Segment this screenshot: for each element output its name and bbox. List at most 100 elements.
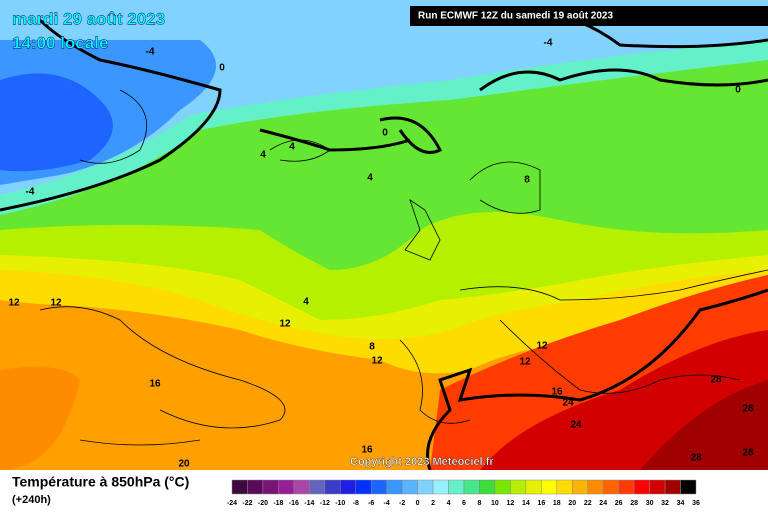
colorbar-label: 32 xyxy=(661,500,669,507)
color-swatch xyxy=(525,479,542,495)
colorbar-label: -8 xyxy=(353,500,359,507)
contour-label: 8 xyxy=(524,175,530,186)
contour-label: 16 xyxy=(149,379,161,390)
colorbar-label: 16 xyxy=(537,500,545,507)
colorbar-label: 30 xyxy=(646,500,654,507)
contour-label: 20 xyxy=(178,459,190,470)
colorbar: -24 -22 -20 -18 -16 -14 -12 -10 -8 -6 -4 -2 0 2 4 6 8 10 1… xyxy=(227,479,700,507)
color-swatch xyxy=(231,479,248,495)
color-swatch xyxy=(618,479,635,495)
color-swatch xyxy=(541,479,558,495)
contour-label: 4 xyxy=(367,173,373,184)
colorbar-label: 22 xyxy=(584,500,592,507)
color-swatch xyxy=(664,479,681,495)
colorbar-label: 34 xyxy=(677,500,685,507)
contour-label: 4 xyxy=(260,150,266,161)
contour-label: 12 xyxy=(8,298,20,309)
colorbar-label: 8 xyxy=(478,500,482,507)
colorbar-label: 28 xyxy=(630,500,638,507)
color-swatch xyxy=(572,479,588,495)
colorbar-label: -2 xyxy=(399,500,405,507)
copyright: Copyright 2023 Meteociel.fr xyxy=(350,456,494,468)
colorbar-label: 4 xyxy=(447,500,451,507)
colorbar-label: 36 xyxy=(692,500,700,507)
color-swatch xyxy=(633,479,650,495)
run-text: Run ECMWF 12Z du samedi 19 août 2023 xyxy=(418,11,613,22)
colorbar-label: 6 xyxy=(462,500,466,507)
contour-label: 0 xyxy=(219,63,225,74)
zone-orange xyxy=(0,366,80,470)
contour-label: 0 xyxy=(735,85,741,96)
color-swatch xyxy=(386,479,403,495)
legend-title: Température à 850hPa (°C) xyxy=(12,474,189,490)
color-swatch xyxy=(432,479,449,495)
color-swatch xyxy=(556,479,573,495)
colorbar-label: -4 xyxy=(384,500,390,507)
contour-label: 28 xyxy=(742,448,754,459)
map xyxy=(0,0,768,471)
color-swatch xyxy=(247,479,264,495)
contour-labels: -4 -4 -4 0 0 0 4 4 4 4 8 8 12 12 12 12 12 12 16 16 16 20 24 24 2… xyxy=(8,38,754,470)
colorbar-label: -12 xyxy=(320,500,330,507)
color-swatch xyxy=(463,479,480,495)
color-swatch xyxy=(278,479,295,495)
color-swatch xyxy=(649,479,666,495)
color-swatch xyxy=(417,479,434,495)
colorbar-label: -14 xyxy=(304,500,314,507)
contour-label: 12 xyxy=(519,357,531,368)
colorbar-label: 20 xyxy=(568,500,576,507)
color-swatch xyxy=(309,479,326,495)
contour-label: 16 xyxy=(361,445,373,456)
colorbar-label: -20 xyxy=(258,500,268,507)
zone-dark-blue xyxy=(0,73,113,172)
colorbar-label: -10 xyxy=(335,500,345,507)
date-text: mardi 29 août 2023 xyxy=(12,9,165,28)
colorbar-label: 26 xyxy=(615,500,623,507)
contour-label: 0 xyxy=(382,128,388,139)
color-swatch xyxy=(680,479,697,495)
contour-label: -4 xyxy=(26,187,35,198)
color-swatch xyxy=(510,479,527,495)
contour-label: 24 xyxy=(562,398,574,409)
color-swatch xyxy=(494,479,511,495)
contour-label: 4 xyxy=(303,297,309,308)
contour-label: 28 xyxy=(742,404,754,415)
colorbar-label: -22 xyxy=(242,500,252,507)
colorbar-label: 2 xyxy=(431,500,435,507)
zone-deep-red xyxy=(640,380,768,470)
color-swatch xyxy=(370,479,387,495)
contour-label: 28 xyxy=(710,375,722,386)
color-swatch xyxy=(602,479,619,495)
contour-label: 12 xyxy=(50,298,62,309)
contour-label: 16 xyxy=(551,387,563,398)
run-box xyxy=(410,6,768,26)
colorbar-label: -6 xyxy=(368,500,374,507)
legend-subtitle: (+240h) xyxy=(12,494,51,506)
color-swatch xyxy=(293,479,310,495)
colorbar-label: 12 xyxy=(507,500,515,507)
contour-label: 4 xyxy=(289,142,295,153)
colorbar-label: -18 xyxy=(273,500,283,507)
colorbar-label: -24 xyxy=(227,500,237,507)
contour-label: 12 xyxy=(279,319,291,330)
color-swatch xyxy=(587,479,604,495)
color-swatch xyxy=(355,479,372,495)
color-swatch xyxy=(479,479,496,495)
colorbar-label: -16 xyxy=(289,500,299,507)
color-swatch xyxy=(401,479,418,495)
color-swatch xyxy=(448,479,465,495)
color-swatch xyxy=(340,479,356,495)
colorbar-label: 18 xyxy=(553,500,561,507)
color-swatch xyxy=(262,479,279,495)
contour-label: 24 xyxy=(570,420,582,431)
contour-label: 8 xyxy=(369,342,375,353)
contour-label: -4 xyxy=(544,38,553,49)
contour-label: 28 xyxy=(690,453,702,464)
colorbar-label: 10 xyxy=(491,500,499,507)
contour-label: 12 xyxy=(536,341,548,352)
colorbar-label: 14 xyxy=(522,500,530,507)
contour-label: -4 xyxy=(146,47,155,58)
colorbar-label: 0 xyxy=(416,500,420,507)
contour-label: 12 xyxy=(371,356,383,367)
